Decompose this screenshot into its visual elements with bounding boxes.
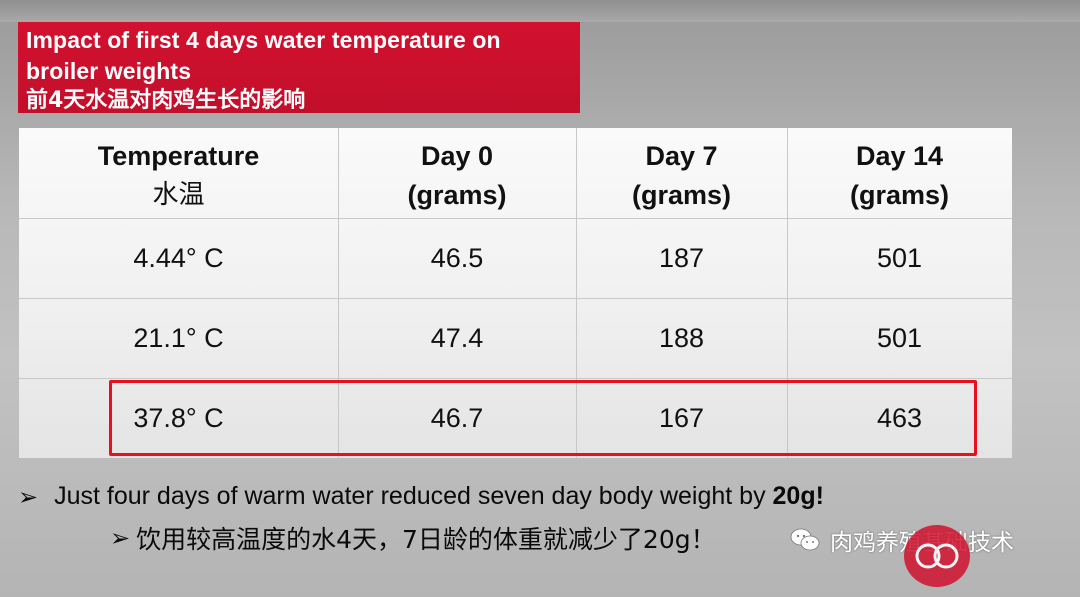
- header-label: Day 14: [855, 140, 944, 171]
- table-divider: [19, 298, 1012, 299]
- top-bar: [0, 0, 1080, 22]
- arrow-bullet-icon: ➢: [110, 524, 131, 552]
- slide-title-box: Impact of first 4 days water temperature…: [18, 22, 580, 113]
- header-label: Day 0: [420, 140, 494, 171]
- table-cell-day0: 46.7: [430, 403, 484, 433]
- bullet-en-emphasis: 20g!: [772, 482, 824, 510]
- table-divider: [787, 128, 788, 458]
- watermark: 肉鸡养殖基础技术: [790, 523, 1014, 557]
- table-cell-temperature: 37.8° C: [133, 403, 224, 433]
- header-label: Temperature: [97, 140, 260, 171]
- table-header-day14: Day 14 (grams): [787, 133, 1012, 218]
- table-divider: [19, 378, 1012, 379]
- table-cell-day7: 187: [658, 243, 705, 273]
- table-cell-day7: 167: [658, 403, 705, 433]
- data-table: Temperature 水温 Day 0 (grams) Day 7 (gram…: [19, 128, 1012, 458]
- table-cell-temperature: 4.44° C: [133, 243, 224, 273]
- table-cell-day14: 501: [876, 243, 923, 273]
- table-header-day0: Day 0 (grams): [338, 133, 576, 218]
- header-unit: (grams): [631, 179, 732, 210]
- slide-title-en: Impact of first 4 days water temperature…: [26, 27, 501, 84]
- bullet-en: ➢ Just four days of warm water reduced s…: [18, 482, 824, 511]
- table-cell-day7: 188: [658, 323, 705, 353]
- bullet-cn: ➢ 饮用较高温度的水4天，7日龄的体重就减少了20g！: [110, 520, 716, 556]
- header-unit: (grams): [407, 179, 507, 210]
- header-label: Day 7: [645, 140, 718, 171]
- wechat-icon: [790, 527, 820, 553]
- header-unit: (grams): [849, 179, 950, 210]
- table-header-temperature: Temperature 水温: [19, 133, 338, 218]
- table-cell-day0: 46.5: [430, 243, 484, 273]
- table-divider: [338, 128, 339, 458]
- logo-mark-icon: [915, 543, 959, 569]
- highlight-box: [109, 380, 977, 456]
- slide-title-cn: 前4天水温对肉鸡生长的影响: [26, 88, 306, 113]
- table-header-day7: Day 7 (grams): [576, 133, 787, 218]
- table-cell-day0: 47.4: [430, 323, 484, 353]
- header-label-cn: 水温: [152, 179, 205, 210]
- table-cell-temperature: 21.1° C: [133, 323, 224, 353]
- table-divider: [576, 128, 577, 458]
- brand-logo: [904, 525, 970, 587]
- table-divider: [19, 218, 1012, 219]
- table-cell-day14: 501: [876, 323, 923, 353]
- arrow-bullet-icon: ➢: [18, 482, 39, 511]
- table-cell-day14: 463: [876, 403, 923, 433]
- bullet-cn-text: 饮用较高温度的水4天，7日龄的体重就减少了20g！: [136, 525, 716, 554]
- bullet-en-text: Just four days of warm water reduced sev…: [54, 482, 773, 510]
